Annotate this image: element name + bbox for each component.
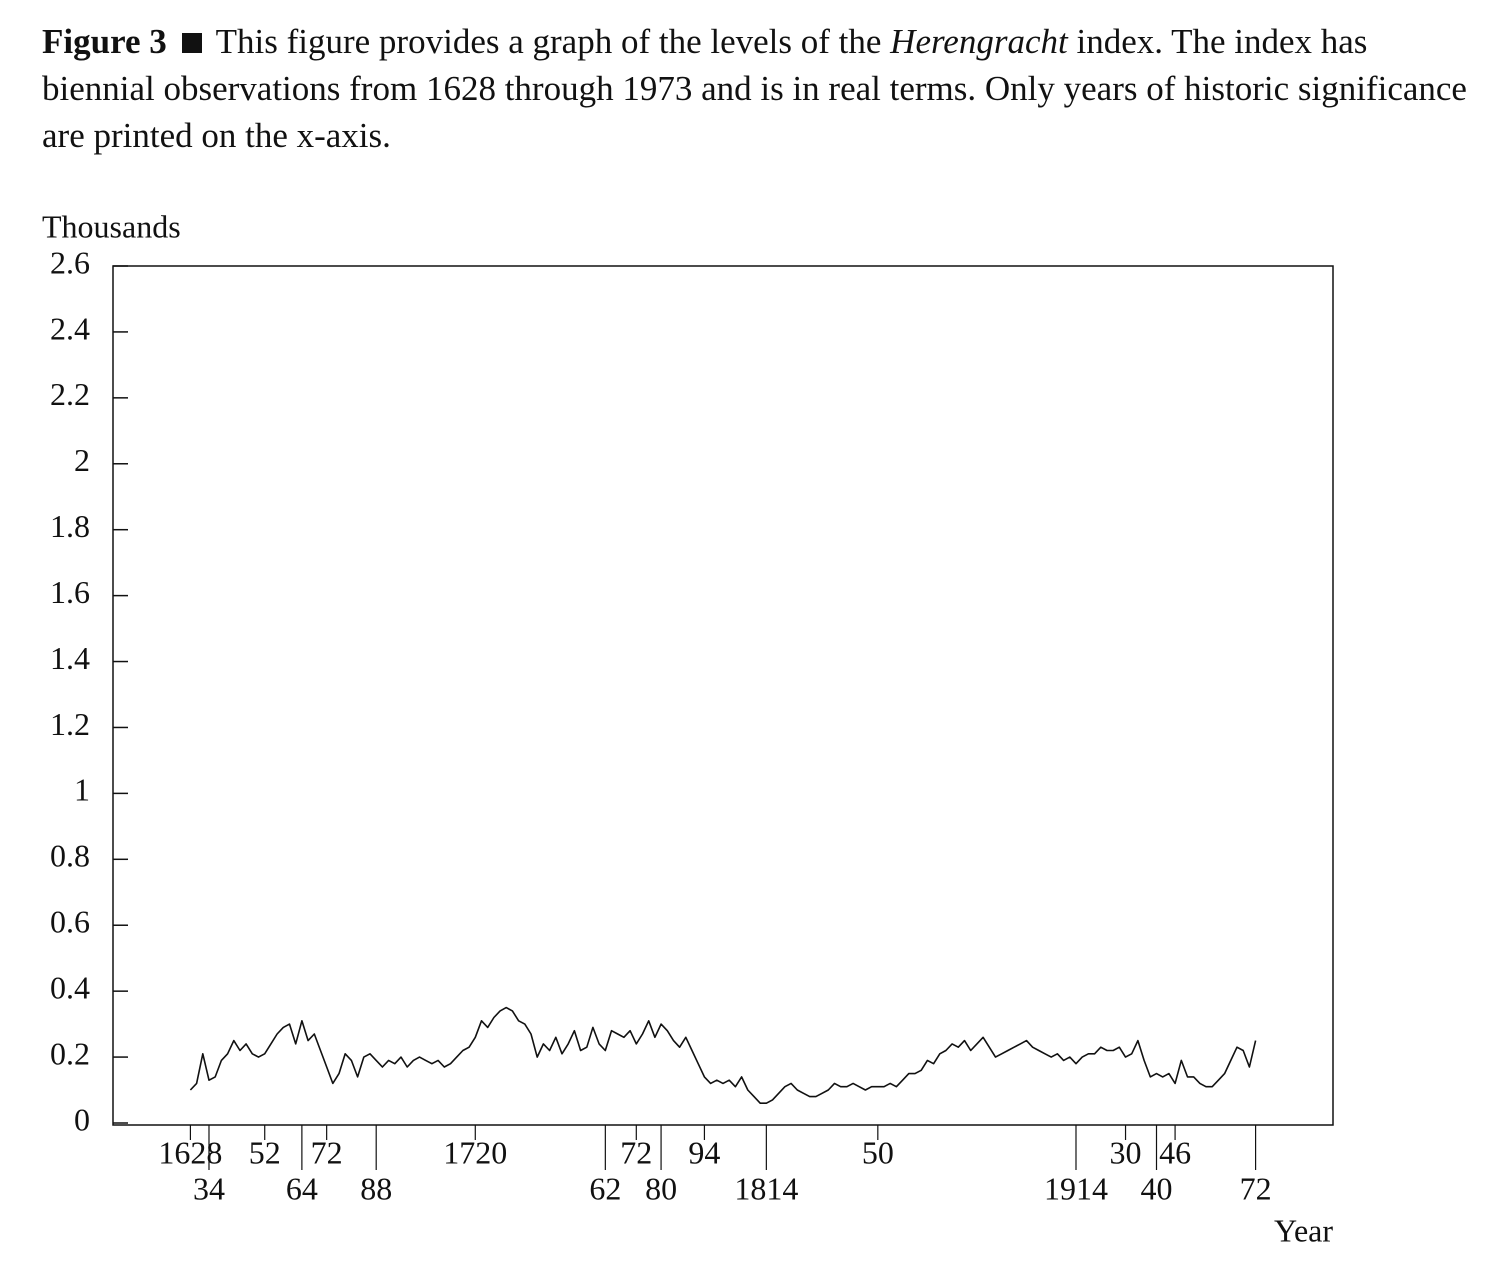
plot-frame [112,265,1334,1126]
y-tick-label: 1.6 [50,574,90,610]
x-tick-label: 40 [1141,1170,1173,1206]
x-tick-label: 72 [311,1134,343,1170]
y-tick-label: 2.6 [50,244,90,280]
x-tick-label: 1720 [443,1134,507,1170]
y-tick-label: 1.8 [50,508,90,544]
y-tick-label: 2 [74,442,90,478]
x-tick-label: 50 [862,1134,894,1170]
x-axis-label: Year [1274,1212,1333,1248]
y-tick-label: 1 [74,772,90,808]
caption-text: This figure provides a graph of the leve… [215,22,891,61]
x-tick-label: 52 [249,1134,281,1170]
y-tick-label: 2.4 [50,310,90,346]
x-tick-label: 62 [589,1170,621,1206]
y-tick-label: 0.4 [50,969,90,1005]
x-tick-label: 72 [1240,1170,1272,1206]
x-tick-label: 30 [1110,1134,1142,1170]
x-tick-label: 46 [1159,1134,1191,1170]
caption-square [181,33,202,53]
x-tick-label: 1628 [158,1134,222,1170]
x-tick-label: 94 [688,1134,720,1170]
y-tick-label: 0.2 [50,1035,90,1071]
x-tick-label: 80 [645,1170,677,1206]
y-tick-label: 2.2 [50,376,90,412]
y-tick-label: 1.4 [50,640,90,676]
caption: Figure 3 This figure provides a graph of… [42,18,1482,159]
y-tick-label: 0.6 [50,904,90,940]
x-tick-label: 34 [193,1170,225,1206]
data-line [189,1006,1257,1104]
x-tick-label: 72 [620,1134,652,1170]
caption-italic: Herengracht [890,22,1068,61]
y-tick-label: 1.2 [50,706,90,742]
x-tick-label: 64 [286,1170,318,1206]
caption-label: Figure 3 [42,22,167,61]
x-tick-label: 1814 [734,1170,798,1206]
y-tick-label: 0 [74,1101,90,1137]
y-tick-label: 0.8 [50,838,90,874]
x-tick-label: 88 [360,1170,392,1206]
y-axis-label: Thousands [42,208,181,244]
caption-text: index. The index has biennial observatio… [42,22,1467,155]
x-tick-label: 1914 [1044,1170,1108,1206]
